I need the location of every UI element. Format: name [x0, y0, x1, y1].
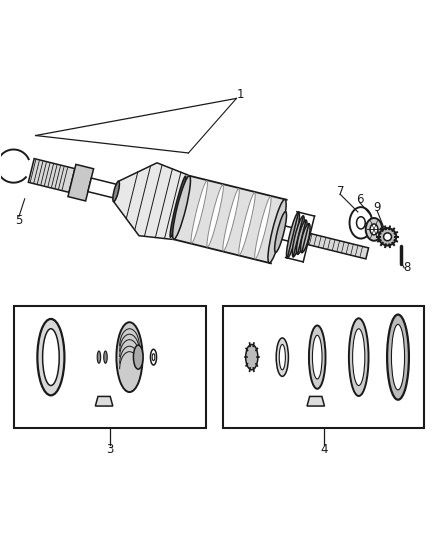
Ellipse shape: [97, 351, 101, 364]
Ellipse shape: [387, 314, 409, 400]
Ellipse shape: [279, 344, 286, 370]
Ellipse shape: [173, 177, 190, 238]
Polygon shape: [113, 163, 188, 239]
Ellipse shape: [392, 325, 405, 390]
Ellipse shape: [134, 345, 143, 369]
Ellipse shape: [207, 185, 223, 247]
Ellipse shape: [370, 224, 378, 235]
Polygon shape: [307, 233, 369, 259]
Polygon shape: [68, 164, 94, 201]
Ellipse shape: [191, 181, 208, 243]
Ellipse shape: [150, 349, 156, 365]
Ellipse shape: [349, 318, 368, 396]
Ellipse shape: [42, 329, 59, 385]
Bar: [14, 306, 206, 428]
Ellipse shape: [104, 351, 107, 364]
Ellipse shape: [379, 228, 396, 246]
Text: 6: 6: [356, 193, 364, 206]
Ellipse shape: [170, 176, 186, 237]
Ellipse shape: [255, 197, 271, 259]
Ellipse shape: [384, 233, 392, 241]
Bar: [223, 306, 424, 428]
Text: 5: 5: [15, 214, 23, 227]
Ellipse shape: [292, 216, 304, 257]
Polygon shape: [307, 397, 325, 406]
Ellipse shape: [350, 207, 372, 239]
Text: 9: 9: [373, 201, 381, 214]
Ellipse shape: [312, 335, 322, 379]
Text: 8: 8: [403, 261, 410, 274]
Ellipse shape: [275, 212, 286, 252]
Ellipse shape: [286, 212, 300, 258]
Ellipse shape: [357, 217, 365, 229]
Ellipse shape: [223, 189, 239, 251]
Polygon shape: [276, 224, 293, 241]
Ellipse shape: [276, 338, 288, 376]
Ellipse shape: [37, 319, 64, 395]
Text: 4: 4: [320, 443, 328, 456]
Text: 3: 3: [106, 443, 113, 456]
Ellipse shape: [239, 192, 255, 255]
Ellipse shape: [366, 218, 382, 241]
Text: 1: 1: [237, 87, 244, 101]
Polygon shape: [88, 178, 118, 198]
Ellipse shape: [113, 181, 120, 201]
Polygon shape: [174, 176, 286, 263]
Polygon shape: [28, 159, 75, 192]
Ellipse shape: [297, 220, 307, 254]
Ellipse shape: [268, 199, 286, 263]
Ellipse shape: [173, 176, 191, 239]
Polygon shape: [95, 397, 113, 406]
Ellipse shape: [300, 224, 310, 253]
Ellipse shape: [152, 354, 155, 361]
Ellipse shape: [353, 329, 365, 385]
Ellipse shape: [246, 344, 258, 370]
Ellipse shape: [309, 326, 325, 389]
Ellipse shape: [117, 322, 143, 392]
Text: 7: 7: [337, 185, 344, 198]
